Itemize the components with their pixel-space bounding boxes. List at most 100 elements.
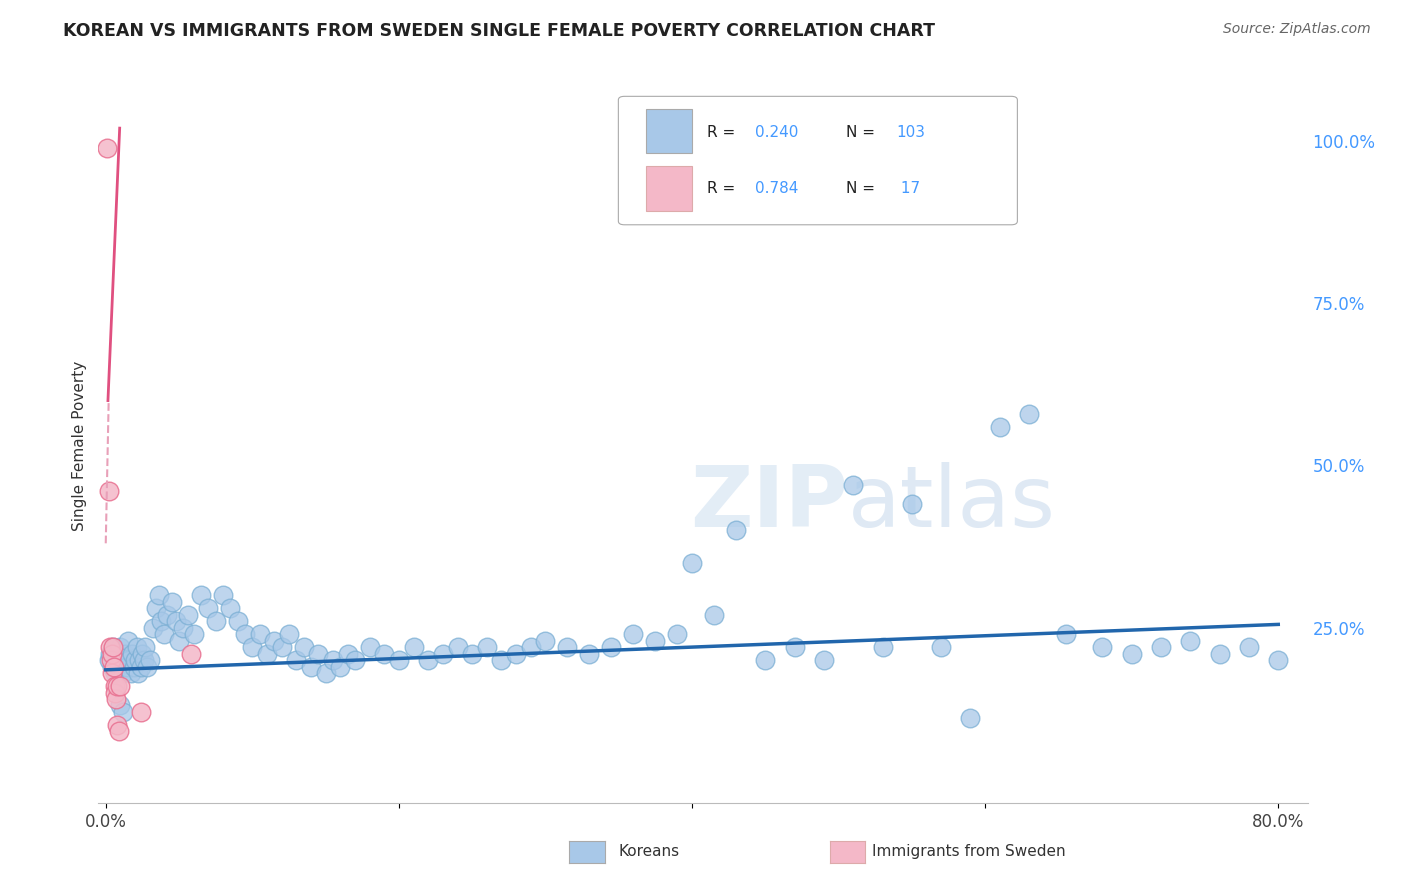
Point (343, 653, 366, 667)
Point (121, 647, 143, 661)
Point (666, 627, 689, 641)
Point (172, 621, 194, 635)
Text: 0.240: 0.240 (755, 125, 799, 140)
Point (336, 647, 359, 661)
Point (112, 666, 135, 681)
Point (1237, 640, 1260, 654)
Point (491, 653, 513, 667)
Point (959, 711, 981, 725)
Point (197, 601, 219, 615)
Point (644, 633, 666, 648)
Point (842, 478, 865, 492)
Text: N =: N = (845, 180, 880, 195)
Point (117, 633, 139, 648)
Point (108, 659, 131, 673)
Point (142, 621, 165, 635)
Point (160, 595, 183, 609)
Point (132, 653, 155, 667)
Point (145, 601, 167, 615)
Point (240, 640, 263, 654)
Point (418, 653, 440, 667)
Point (129, 705, 152, 719)
Point (127, 666, 149, 681)
Point (292, 640, 315, 654)
Point (115, 659, 138, 673)
Point (1180, 633, 1202, 648)
Point (783, 640, 806, 654)
Point (270, 640, 292, 654)
Point (402, 640, 425, 654)
FancyBboxPatch shape (619, 96, 1018, 225)
Text: KOREAN VS IMMIGRANTS FROM SWEDEN SINGLE FEMALE POVERTY CORRELATION CHART: KOREAN VS IMMIGRANTS FROM SWEDEN SINGLE … (63, 22, 935, 40)
Point (1121, 647, 1143, 661)
Y-axis label: Single Female Poverty: Single Female Poverty (72, 361, 87, 531)
Point (226, 614, 249, 628)
Point (901, 497, 924, 511)
Point (1018, 407, 1040, 421)
Point (110, 640, 132, 654)
Point (329, 659, 352, 673)
Point (100, 659, 122, 673)
Point (307, 647, 329, 661)
Point (1267, 653, 1289, 667)
Text: ZIP: ZIP (690, 461, 848, 545)
Point (249, 627, 271, 641)
Point (110, 679, 132, 693)
Point (98, 640, 121, 654)
Point (135, 659, 157, 673)
Point (118, 653, 141, 667)
Point (1091, 640, 1114, 654)
Point (167, 633, 190, 648)
Point (1054, 627, 1077, 641)
Point (461, 647, 484, 661)
Point (813, 653, 835, 667)
Point (105, 653, 128, 667)
Point (1150, 640, 1173, 654)
Point (98, 647, 121, 661)
Point (373, 647, 395, 661)
Point (128, 653, 150, 667)
Point (97, 653, 120, 667)
Point (100, 653, 122, 667)
Point (557, 640, 579, 654)
Point (165, 614, 187, 628)
Point (97, 484, 120, 499)
Text: Koreans: Koreans (619, 845, 679, 859)
Bar (647, 109, 692, 153)
Point (299, 659, 322, 673)
Point (131, 647, 153, 661)
Point (212, 588, 235, 602)
Point (101, 640, 124, 654)
Point (122, 659, 145, 673)
Point (600, 640, 623, 654)
Point (315, 666, 337, 681)
Text: 103: 103 (897, 125, 925, 140)
Point (138, 653, 160, 667)
Point (150, 614, 173, 628)
Text: atlas: atlas (848, 461, 1056, 545)
Point (180, 647, 202, 661)
Point (101, 666, 124, 681)
Point (107, 718, 129, 732)
Point (388, 653, 411, 667)
Text: Immigrants from Sweden: Immigrants from Sweden (872, 845, 1066, 859)
Point (120, 666, 142, 681)
Point (153, 627, 176, 641)
Point (256, 647, 278, 661)
Point (475, 640, 498, 654)
Point (134, 640, 156, 654)
Point (111, 653, 134, 667)
Point (125, 640, 148, 654)
Point (359, 640, 381, 654)
Point (285, 653, 308, 667)
Point (446, 640, 468, 654)
Point (703, 607, 725, 622)
Text: R =: R = (707, 180, 740, 195)
Point (872, 640, 894, 654)
Point (578, 647, 600, 661)
Point (204, 614, 226, 628)
Point (190, 588, 212, 602)
Text: 0.784: 0.784 (755, 180, 799, 195)
Point (233, 627, 256, 641)
Point (322, 653, 344, 667)
